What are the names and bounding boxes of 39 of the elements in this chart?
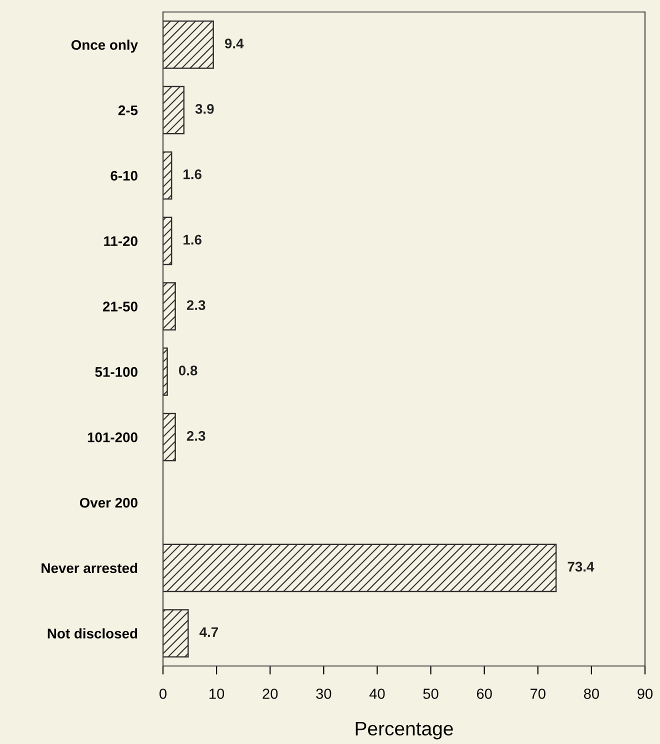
y-tick-label: 6-10 bbox=[110, 170, 138, 181]
bar bbox=[163, 412, 176, 462]
y-tick-label: 51-100 bbox=[95, 367, 138, 377]
x-tick-label: 80 bbox=[584, 688, 599, 699]
x-tick-label: 70 bbox=[530, 688, 546, 699]
bar bbox=[163, 348, 168, 396]
data-label: 2.3 bbox=[186, 430, 206, 441]
data-label: 9.4 bbox=[224, 38, 244, 48]
y-tick-label: Never arrested bbox=[42, 562, 138, 574]
data-label: 3.9 bbox=[195, 104, 214, 114]
x-axis-title: Percentage bbox=[356, 722, 453, 740]
data-label: 4.7 bbox=[199, 627, 218, 637]
bar bbox=[163, 86, 185, 134]
x-tick-label: 20 bbox=[262, 688, 278, 699]
y-tick-label: 101-200 bbox=[88, 432, 138, 442]
x-tick-label: 0 bbox=[160, 688, 166, 699]
x-tick-label: 90 bbox=[638, 688, 653, 699]
bar bbox=[163, 282, 176, 330]
data-label: 73.4 bbox=[568, 562, 594, 572]
y-tick-label: Once only bbox=[71, 40, 138, 53]
y-tick-label: 11-20 bbox=[104, 236, 138, 246]
data-label: 1.6 bbox=[184, 169, 202, 180]
x-tick-label: 10 bbox=[210, 688, 224, 699]
y-tick-label: Over 200 bbox=[80, 498, 138, 508]
bar bbox=[163, 544, 557, 592]
bar bbox=[163, 609, 189, 658]
bar bbox=[163, 216, 172, 266]
bar bbox=[163, 151, 172, 200]
x-tick-label: 30 bbox=[316, 688, 332, 699]
data-label: 1.6 bbox=[184, 234, 202, 245]
y-tick-label: 21-50 bbox=[102, 302, 138, 312]
bar bbox=[163, 20, 214, 69]
y-tick-label: 2-5 bbox=[118, 105, 138, 116]
data-label: 0.8 bbox=[178, 366, 198, 376]
x-tick-label: 40 bbox=[369, 688, 385, 699]
x-tick-label: 60 bbox=[476, 688, 492, 699]
y-tick-label: Not disclosed bbox=[48, 628, 138, 638]
x-tick-label: 50 bbox=[423, 688, 438, 699]
data-label: 2.3 bbox=[186, 300, 206, 310]
